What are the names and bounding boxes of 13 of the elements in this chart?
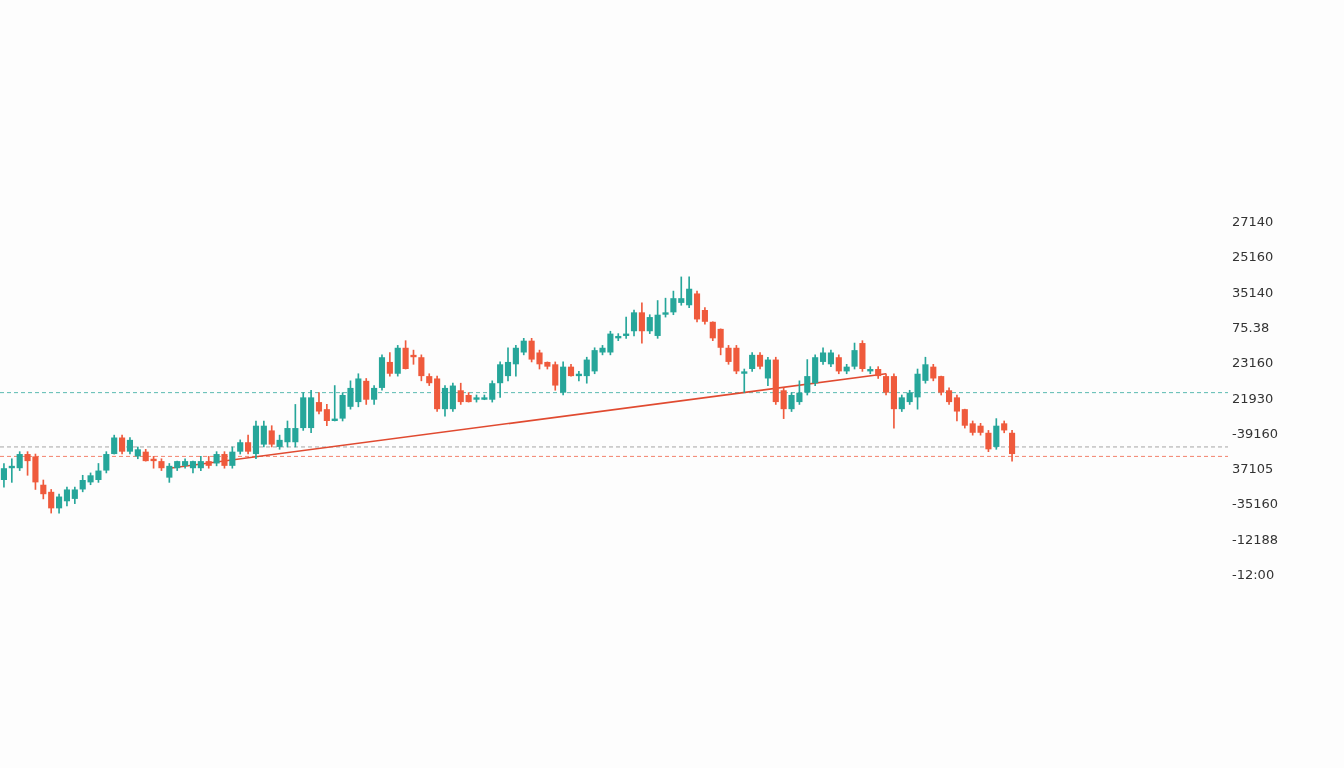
text: 35140 xyxy=(1232,284,1274,301)
text: -12:00 xyxy=(1232,567,1275,583)
text: -12188 xyxy=(1232,531,1279,548)
text: -39160 xyxy=(1232,425,1279,442)
text: 25160 xyxy=(1232,249,1274,266)
text: 37105 xyxy=(1232,461,1274,478)
text: -35160 xyxy=(1232,496,1279,513)
text: 27140 xyxy=(1232,214,1274,230)
text: 21930 xyxy=(1232,390,1274,407)
text: 23160 xyxy=(1232,355,1274,372)
candlestick xyxy=(678,276,685,306)
text: 75.38 xyxy=(1232,319,1270,336)
candlestick xyxy=(741,368,748,393)
